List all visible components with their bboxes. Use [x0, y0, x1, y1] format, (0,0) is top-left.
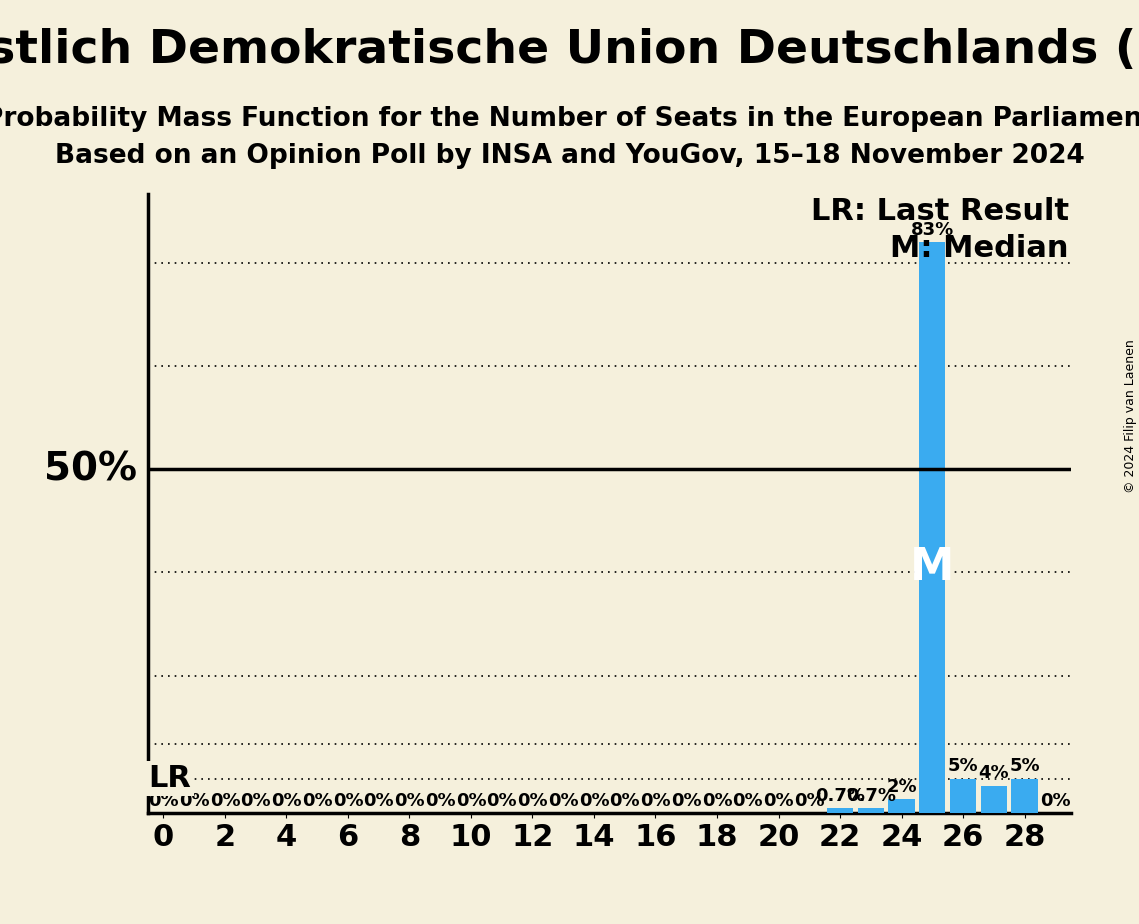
Text: 0%: 0%	[425, 792, 456, 809]
Text: 0%: 0%	[1040, 792, 1071, 809]
Text: 0%: 0%	[702, 792, 732, 809]
Text: M: M	[910, 546, 954, 590]
Text: 5%: 5%	[1009, 758, 1040, 775]
Text: LR: Last Result: LR: Last Result	[811, 197, 1068, 226]
Text: Based on an Opinion Poll by INSA and YouGov, 15–18 November 2024: Based on an Opinion Poll by INSA and You…	[55, 143, 1084, 169]
Text: 4%: 4%	[978, 764, 1009, 782]
Text: 0%: 0%	[609, 792, 640, 809]
Text: LR: LR	[148, 764, 191, 793]
Bar	[827, 808, 853, 813]
Text: 0%: 0%	[302, 792, 333, 809]
Text: 0%: 0%	[671, 792, 702, 809]
Text: 0%: 0%	[240, 792, 271, 809]
Text: 0%: 0%	[732, 792, 763, 809]
Text: 0%: 0%	[271, 792, 302, 809]
Text: 0%: 0%	[517, 792, 548, 809]
Text: 0%: 0%	[333, 792, 363, 809]
Text: 0.7%: 0.7%	[846, 787, 895, 805]
Text: 83%: 83%	[911, 221, 953, 238]
Text: 0%: 0%	[179, 792, 210, 809]
Text: 0%: 0%	[148, 792, 179, 809]
Bar	[919, 242, 945, 813]
Text: 5%: 5%	[948, 758, 978, 775]
Text: 50%: 50%	[43, 450, 137, 488]
Text: 0%: 0%	[394, 792, 425, 809]
Text: © 2024 Filip van Laenen: © 2024 Filip van Laenen	[1124, 339, 1137, 492]
Bar	[950, 779, 976, 813]
Bar	[981, 785, 1007, 813]
Text: M: Median: M: Median	[891, 235, 1068, 263]
Bar	[888, 799, 915, 813]
Text: 0%: 0%	[640, 792, 671, 809]
Text: 0%: 0%	[486, 792, 517, 809]
Bar	[858, 808, 884, 813]
Text: 2%: 2%	[886, 778, 917, 796]
Text: 0%: 0%	[210, 792, 240, 809]
Text: 0%: 0%	[456, 792, 486, 809]
Text: Christlich Demokratische Union Deutschlands (EPP): Christlich Demokratische Union Deutschla…	[0, 28, 1139, 73]
Text: Probability Mass Function for the Number of Seats in the European Parliament: Probability Mass Function for the Number…	[0, 106, 1139, 132]
Text: 0.7%: 0.7%	[816, 787, 865, 805]
Bar	[1011, 779, 1038, 813]
Text: 0%: 0%	[548, 792, 579, 809]
Text: 0%: 0%	[579, 792, 609, 809]
Text: 0%: 0%	[763, 792, 794, 809]
Text: 0%: 0%	[794, 792, 825, 809]
Text: 0%: 0%	[363, 792, 394, 809]
